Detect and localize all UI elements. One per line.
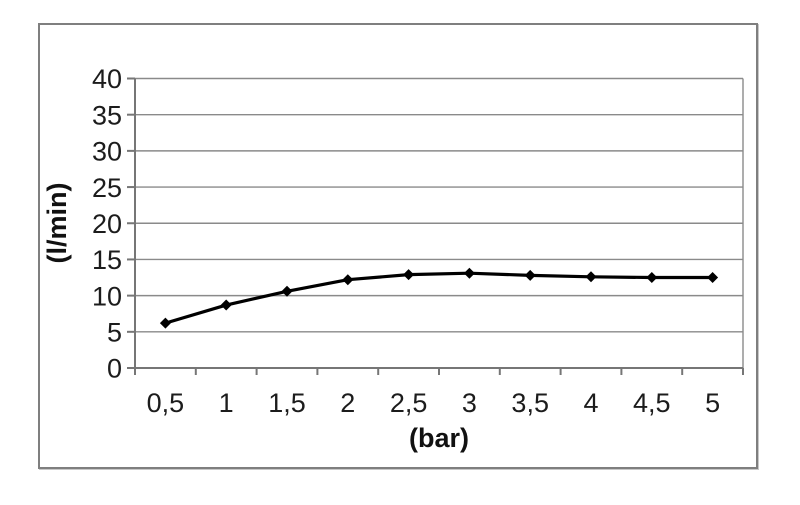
- x-tick-label: 4: [583, 388, 598, 418]
- chart-frame: [38, 23, 758, 469]
- x-tick-label: 3,5: [511, 388, 549, 418]
- y-tick-label: 10: [92, 281, 122, 311]
- y-tick-label: 0: [107, 354, 122, 384]
- y-tick-label: 25: [92, 173, 122, 203]
- x-tick-label: 2,5: [390, 388, 428, 418]
- x-tick-label: 5: [705, 388, 720, 418]
- data-point-marker: [281, 285, 293, 297]
- series-layer: [159, 267, 719, 329]
- axes-layer: [127, 77, 744, 375]
- x-tick-label: 2: [340, 388, 355, 418]
- x-tick-label: 3: [462, 388, 477, 418]
- y-tick-label: 5: [107, 318, 122, 348]
- tick-labels-layer: 0 5 10 15 20 25 30 35 40 0,5 1 1,5 2 2,5 3 3,5 4 4,5 5: [92, 64, 720, 418]
- y-tick-label: 20: [92, 209, 122, 239]
- x-tick-label: 4,5: [633, 388, 671, 418]
- data-point-marker: [463, 267, 475, 279]
- data-point-marker: [524, 269, 536, 281]
- series-line: [164, 271, 713, 325]
- y-tick-label: 15: [92, 245, 122, 275]
- y-axis-title: (l/min): [42, 183, 72, 264]
- data-point-marker: [585, 271, 597, 283]
- x-tick-label: 1: [219, 388, 234, 418]
- data-point-marker: [646, 272, 658, 284]
- y-tick-label: 30: [92, 137, 122, 167]
- x-tick-label: 1,5: [268, 388, 306, 418]
- data-point-marker: [159, 317, 171, 329]
- data-point-marker: [342, 274, 354, 286]
- data-point-marker: [403, 269, 415, 281]
- x-tick-label: 0,5: [147, 388, 185, 418]
- y-tick-label: 40: [92, 64, 122, 94]
- data-point-marker: [707, 272, 719, 284]
- gridlines-layer: [135, 77, 744, 368]
- data-point-marker: [220, 299, 232, 311]
- y-tick-label: 35: [92, 100, 122, 130]
- x-axis-title: (bar): [409, 423, 469, 453]
